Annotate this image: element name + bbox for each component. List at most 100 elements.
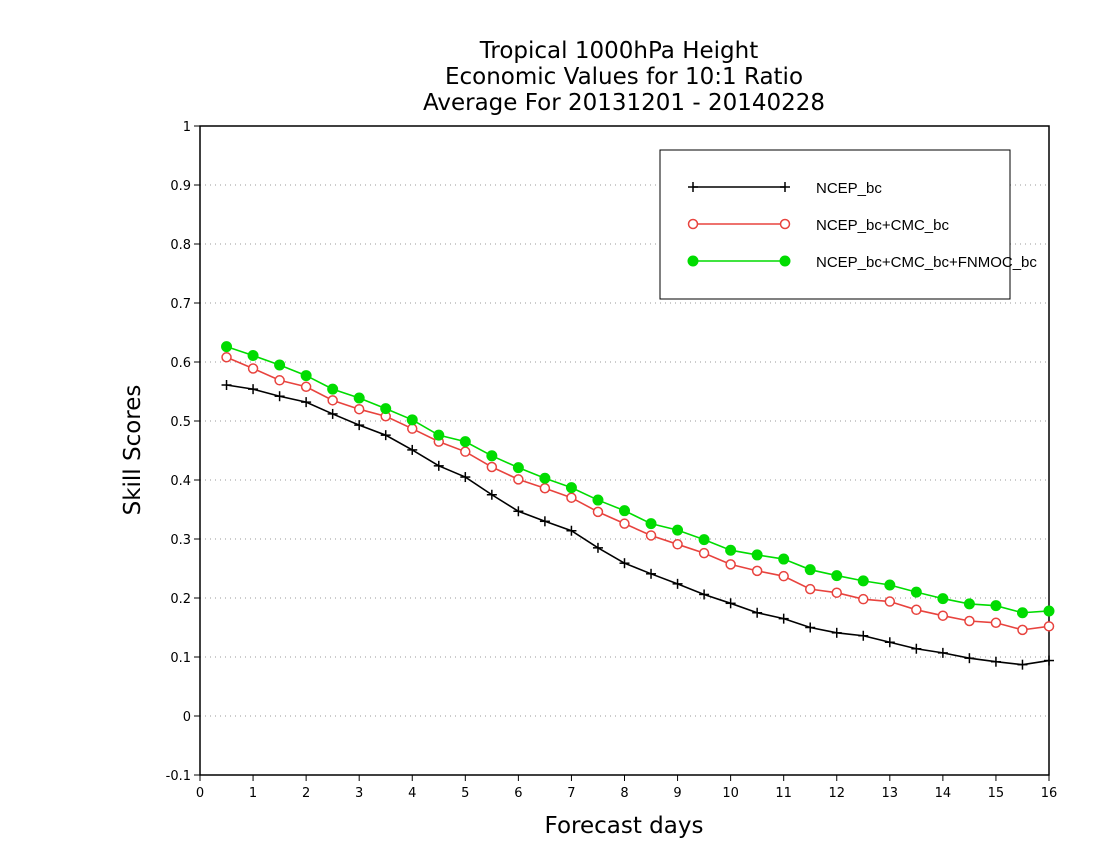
data-point bbox=[460, 472, 471, 483]
data-point bbox=[539, 483, 551, 494]
data-point bbox=[778, 613, 789, 624]
data-point bbox=[407, 423, 418, 434]
x-tick-label: 0 bbox=[196, 786, 204, 801]
data-point bbox=[752, 607, 763, 618]
data-point bbox=[353, 392, 365, 404]
data-point bbox=[247, 363, 259, 374]
x-axis-label: Forecast days bbox=[545, 813, 704, 839]
x-tick-label: 3 bbox=[355, 786, 363, 801]
data-point bbox=[725, 598, 736, 609]
data-point bbox=[354, 420, 365, 431]
data-point bbox=[433, 460, 444, 471]
x-tick-label: 15 bbox=[988, 786, 1005, 801]
y-axis-label: Skill Scores bbox=[120, 385, 146, 516]
x-tick-label: 6 bbox=[514, 786, 522, 801]
y-tick-label: 0.8 bbox=[170, 238, 191, 253]
data-point bbox=[698, 534, 710, 546]
series-1 bbox=[221, 380, 1054, 670]
data-point bbox=[831, 587, 842, 598]
x-tick-label: 14 bbox=[935, 786, 952, 801]
data-point bbox=[460, 446, 471, 457]
data-point bbox=[1043, 605, 1055, 617]
data-point bbox=[513, 474, 524, 485]
data-point bbox=[778, 553, 790, 565]
data-point bbox=[698, 547, 710, 559]
x-tick-label: 7 bbox=[567, 786, 575, 801]
chart-title-line-3: Average For 20131201 - 20140228 bbox=[423, 90, 825, 116]
data-point bbox=[592, 494, 604, 506]
data-point bbox=[247, 350, 259, 362]
data-point bbox=[592, 506, 604, 518]
data-point bbox=[380, 403, 392, 415]
legend-entry: NCEP_bc+CMC_bc bbox=[687, 217, 949, 234]
data-point bbox=[353, 403, 365, 415]
y-tick-label: 0.6 bbox=[170, 356, 191, 371]
x-tick-label: 12 bbox=[828, 786, 845, 801]
data-point bbox=[645, 530, 657, 541]
data-point bbox=[937, 647, 948, 658]
data-point bbox=[751, 549, 763, 561]
x-tick-label: 2 bbox=[302, 786, 310, 801]
data-point bbox=[699, 589, 710, 600]
data-point bbox=[459, 436, 471, 448]
y-tick-label: 0.7 bbox=[170, 297, 191, 312]
data-point bbox=[937, 593, 949, 605]
series-2 bbox=[221, 352, 1055, 636]
data-point bbox=[1017, 624, 1028, 636]
legend-marker bbox=[688, 182, 698, 192]
data-point bbox=[858, 593, 869, 605]
data-point bbox=[990, 600, 1002, 612]
data-point bbox=[884, 637, 895, 648]
data-point bbox=[778, 570, 789, 582]
data-point bbox=[248, 384, 259, 395]
data-point bbox=[566, 525, 577, 536]
data-point bbox=[539, 472, 551, 484]
data-point bbox=[858, 630, 869, 641]
series-3 bbox=[221, 341, 1055, 619]
data-point bbox=[964, 615, 975, 627]
data-point bbox=[407, 444, 418, 455]
legend-entries: NCEP_bc NCEP_bc+CMC_bc NCEP_bc+CMC_bc+FNMO… bbox=[687, 180, 1037, 271]
data-point bbox=[513, 506, 524, 517]
data-point bbox=[274, 359, 286, 371]
x-tick-label: 4 bbox=[408, 786, 416, 801]
data-point bbox=[565, 482, 577, 494]
x-tick-label: 1 bbox=[249, 786, 257, 801]
data-point bbox=[805, 622, 816, 633]
data-point bbox=[1043, 621, 1055, 632]
data-point bbox=[911, 604, 922, 616]
y-tick-label: 0 bbox=[183, 710, 191, 725]
data-point bbox=[884, 579, 896, 591]
data-point bbox=[566, 492, 577, 503]
x-tick-label: 16 bbox=[1041, 786, 1058, 801]
data-point bbox=[804, 583, 816, 595]
legend-marker bbox=[780, 182, 790, 192]
y-tick-label: 0.3 bbox=[170, 533, 191, 548]
data-point bbox=[990, 617, 1002, 629]
data-point bbox=[1017, 659, 1028, 670]
data-point bbox=[911, 643, 922, 654]
tick-layer: -0.100.10.20.30.40.50.60.70.80.910 1 2 3 4 5 6… bbox=[166, 120, 1058, 801]
legend-marker bbox=[779, 218, 791, 230]
data-point bbox=[910, 586, 922, 598]
data-point bbox=[512, 462, 524, 474]
chart-title-line-1: Tropical 1000hPa Height bbox=[479, 38, 759, 64]
data-point bbox=[751, 565, 763, 577]
data-point bbox=[725, 559, 736, 570]
data-point bbox=[327, 408, 338, 419]
data-point bbox=[274, 391, 285, 402]
data-point bbox=[406, 414, 418, 426]
data-point bbox=[619, 505, 630, 517]
data-point bbox=[486, 450, 498, 462]
data-point bbox=[646, 568, 657, 579]
data-point bbox=[592, 542, 603, 553]
x-tick-label: 13 bbox=[882, 786, 899, 801]
data-point bbox=[486, 489, 497, 500]
x-tick-label: 9 bbox=[673, 786, 681, 801]
data-point bbox=[884, 596, 896, 607]
data-point bbox=[619, 558, 630, 569]
legend: NCEP_bc NCEP_bc+CMC_bc NCEP_bc+CMC_bc+FNMO… bbox=[659, 149, 1037, 300]
y-tick-label: 0.9 bbox=[170, 179, 191, 194]
